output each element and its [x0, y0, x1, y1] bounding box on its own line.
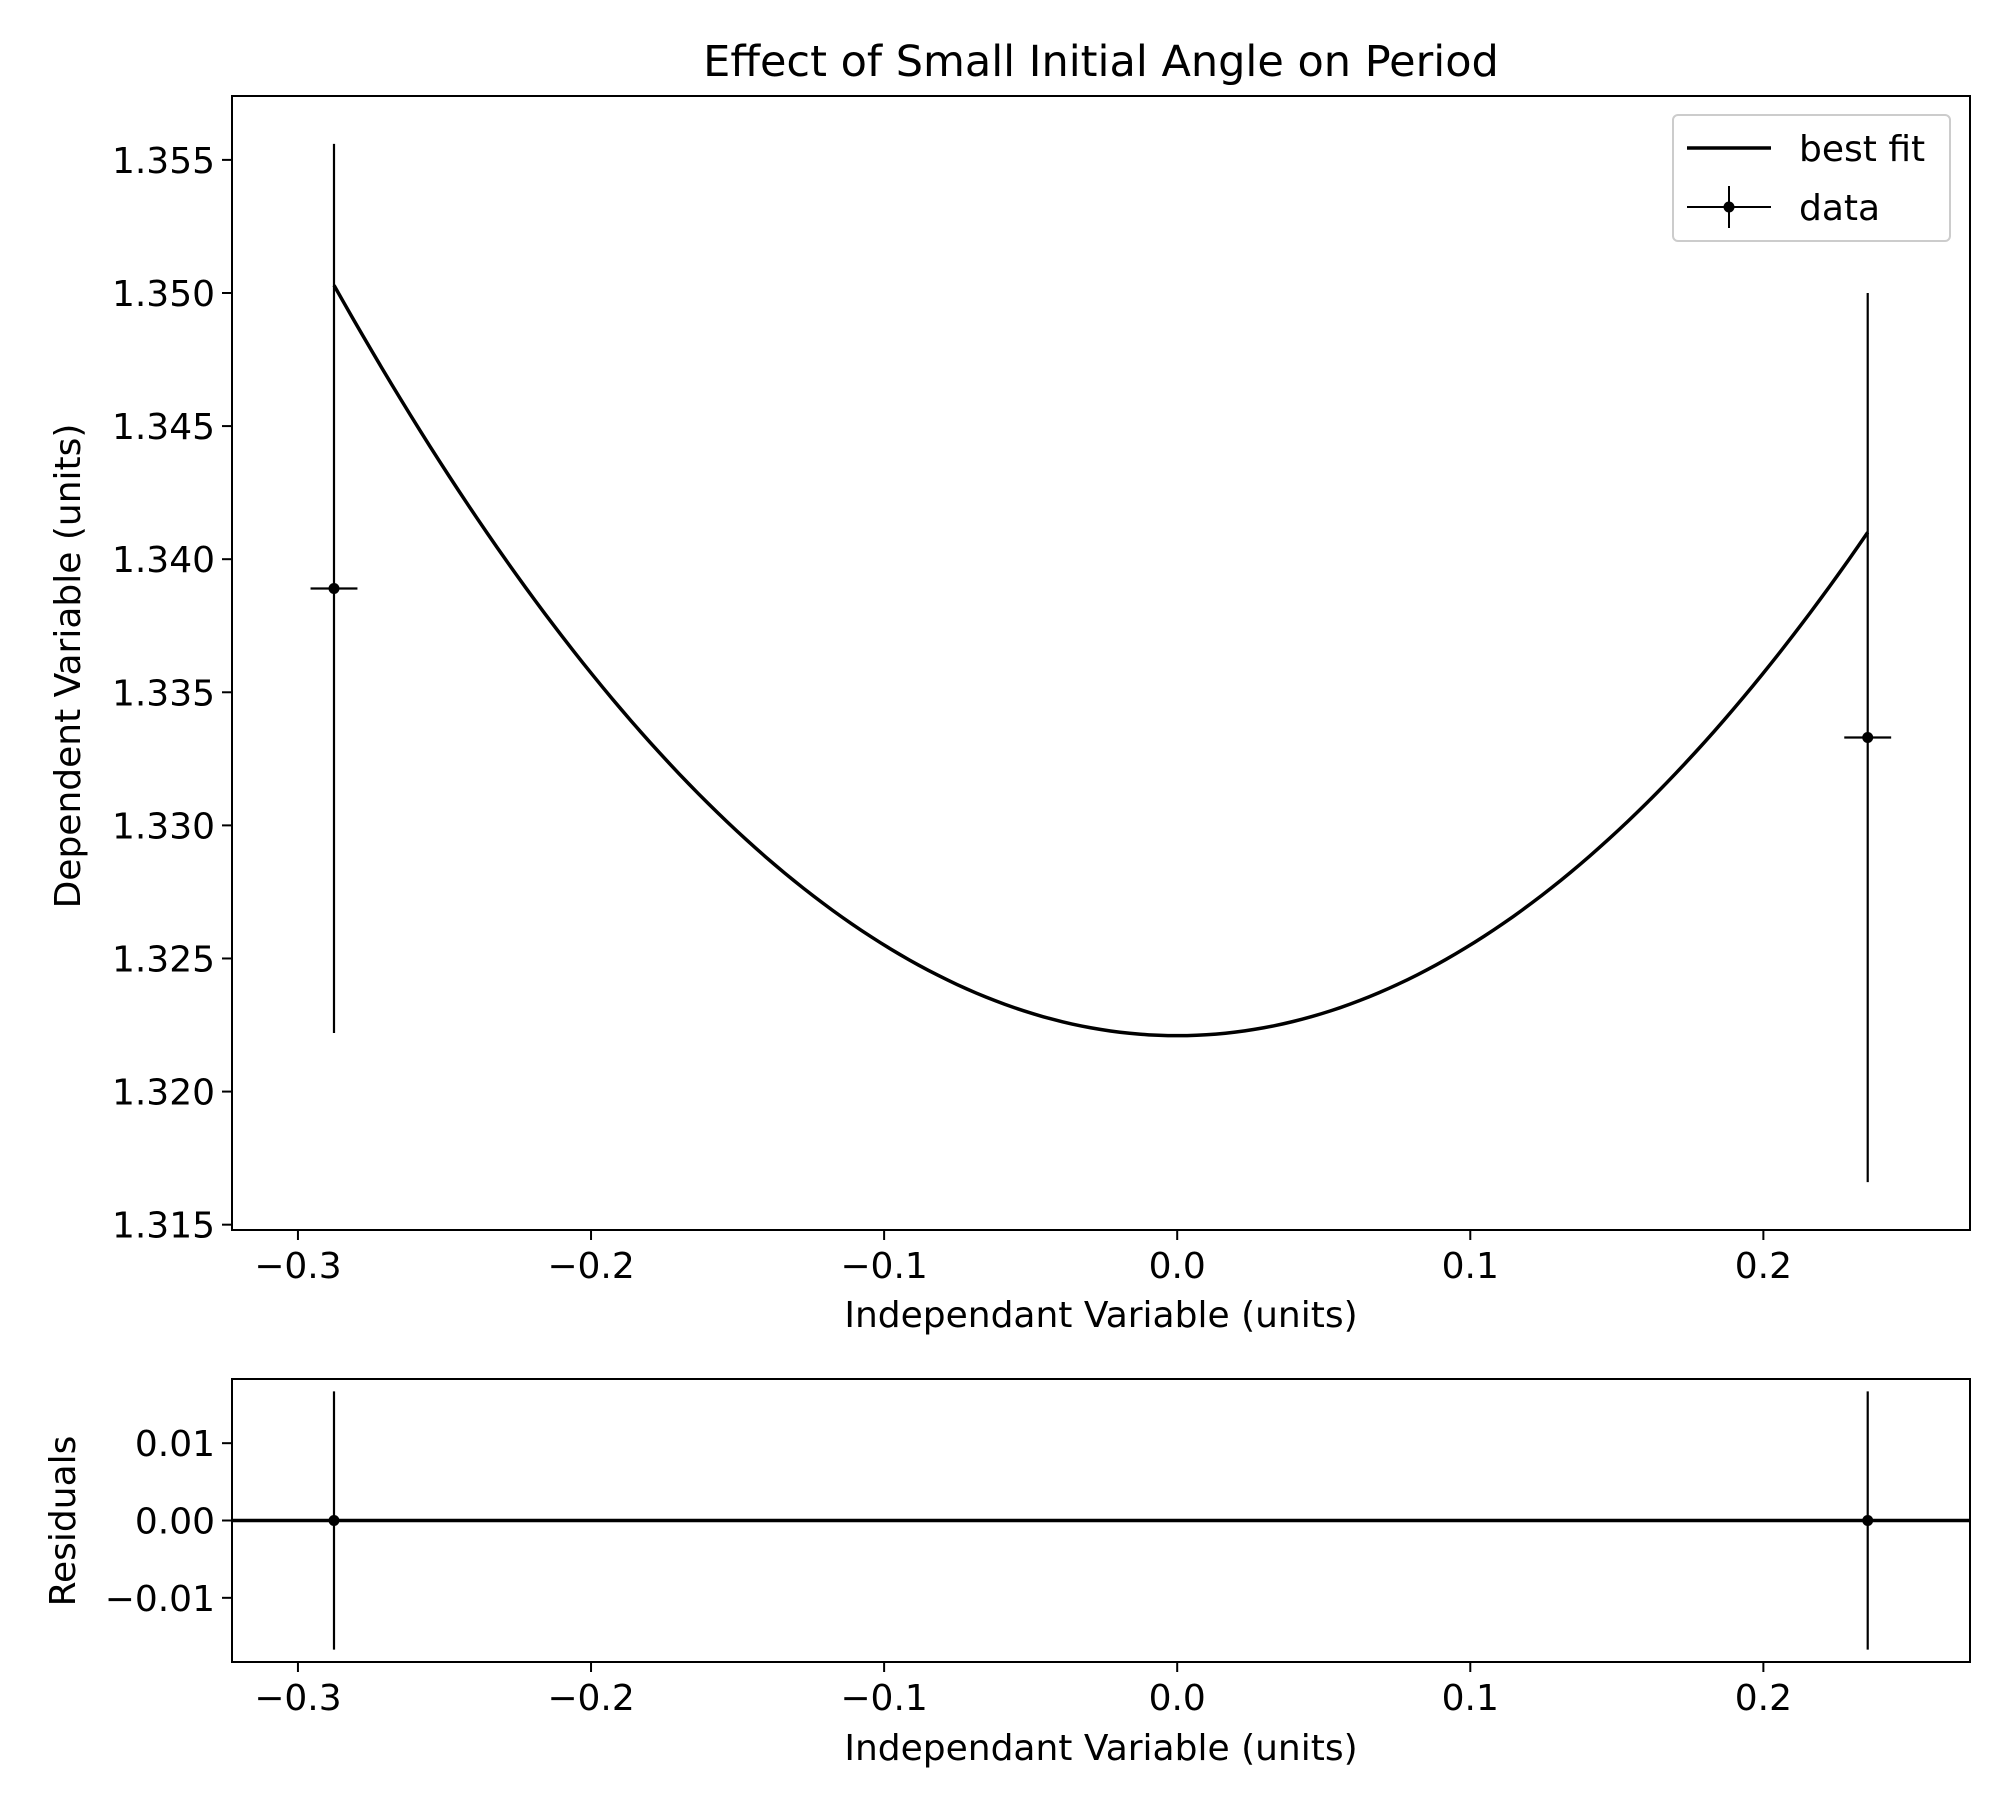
y-tick-label: 1.325	[112, 939, 215, 980]
x-tick-label: 0.1	[1442, 1246, 1499, 1287]
legend-label-data: data	[1799, 188, 1880, 229]
y-tick-label: 1.340	[112, 540, 215, 581]
residuals-marks	[232, 1391, 1970, 1650]
x-axis-label: Independant Variable (units)	[844, 1295, 1357, 1336]
y-tick-label: 1.345	[112, 407, 215, 448]
residual-marker	[328, 1515, 340, 1526]
y-tick-label: 1.330	[112, 806, 215, 847]
y-tick-label: 1.350	[112, 274, 215, 315]
y-tick-label: 1.320	[112, 1073, 215, 1114]
x-tick-label: −0.1	[840, 1678, 927, 1719]
data-marker	[328, 582, 340, 594]
y-axis-label: Dependent Variable (units)	[48, 424, 89, 909]
x-tick-label: 0.2	[1735, 1678, 1792, 1719]
x-tick-label: −0.2	[547, 1678, 634, 1719]
y-tick-label: 1.315	[112, 1206, 215, 1247]
residuals-y-axis-ticks: −0.01 0.00 0.01	[105, 1424, 232, 1620]
y-tick-label: 1.355	[112, 141, 215, 182]
chart-title: Effect of Small Initial Angle on Period	[703, 37, 1499, 87]
plot-marks	[310, 143, 1892, 1183]
x-tick-label: −0.3	[254, 1246, 341, 1287]
residual-marker	[1862, 1515, 1874, 1526]
data-point-1	[310, 143, 358, 1034]
legend: best fit data	[1672, 114, 1951, 242]
legend-label-best-fit: best fit	[1799, 129, 1925, 170]
y-axis-ticks: 1.315 1.320 1.325 1.330 1.335 1.340 1.345 1.350…	[112, 141, 232, 1247]
x-tick-label: −0.1	[840, 1246, 927, 1287]
main-chart: Effect of Small Initial Angle on Period …	[48, 37, 1971, 1336]
x-tick-label: 0.0	[1149, 1246, 1206, 1287]
residuals-y-axis-label: Residuals	[43, 1436, 84, 1607]
residuals-x-axis-ticks: −0.3 −0.2 −0.1 0.0 0.1 0.2	[254, 1662, 1792, 1719]
y-tick-label: −0.01	[105, 1579, 215, 1620]
x-tick-label: −0.3	[254, 1678, 341, 1719]
residuals-x-axis-label: Independant Variable (units)	[844, 1728, 1357, 1769]
x-tick-label: −0.2	[547, 1246, 634, 1287]
residuals-plot-area-frame	[231, 1378, 1971, 1663]
best-fit-line	[332, 284, 1870, 1038]
x-tick-label: 0.0	[1149, 1678, 1206, 1719]
y-tick-label: 0.01	[135, 1424, 215, 1465]
data-point-2	[1844, 292, 1892, 1183]
x-tick-label: 0.1	[1442, 1678, 1499, 1719]
residuals-chart: −0.3 −0.2 −0.1 0.0 0.1 0.2 −0.01 0.00 0.01 Inde…	[43, 1378, 1971, 1769]
x-axis-ticks: −0.3 −0.2 −0.1 0.0 0.1 0.2	[254, 1230, 1792, 1287]
legend-data-swatch	[1687, 186, 1771, 228]
residual-point-2	[1862, 1391, 1874, 1650]
plot-area-frame	[231, 95, 1971, 1231]
y-tick-label: 1.335	[112, 673, 215, 714]
residual-point-1	[328, 1391, 340, 1650]
y-tick-label: 0.00	[135, 1502, 215, 1543]
x-tick-label: 0.2	[1735, 1246, 1792, 1287]
data-marker	[1862, 732, 1874, 744]
